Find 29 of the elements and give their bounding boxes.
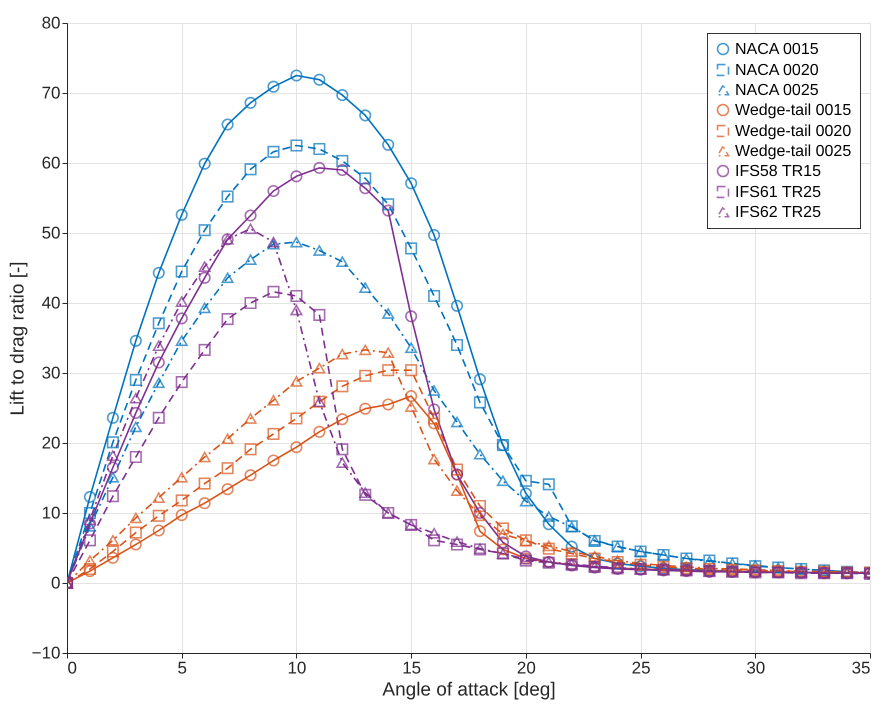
legend-label: IFS58 TR15 bbox=[735, 163, 822, 180]
legend-label: Wedge-tail 0015 bbox=[735, 102, 852, 119]
y-tick-label: 80 bbox=[42, 14, 60, 32]
x-tick-label: 20 bbox=[516, 658, 536, 678]
x-axis-title: Angle of attack [deg] bbox=[382, 680, 556, 700]
y-tick-label: −10 bbox=[32, 644, 60, 662]
x-tick-label: 35 bbox=[852, 658, 870, 678]
legend-label: IFS61 TR25 bbox=[735, 184, 822, 201]
x-tick-label: 0 bbox=[68, 658, 77, 678]
y-axis-title: Lift to drag ratio [-] bbox=[8, 261, 29, 416]
y-tick-label: 60 bbox=[42, 154, 60, 172]
legend-label: Wedge-tail 0020 bbox=[735, 123, 852, 140]
x-tick-label: 25 bbox=[632, 658, 651, 678]
y-tick-label: 50 bbox=[42, 224, 60, 242]
legend-label: NACA 0015 bbox=[735, 41, 819, 58]
y-tick-label: 10 bbox=[42, 504, 60, 522]
x-tick-label: 30 bbox=[746, 658, 766, 678]
legend-label: IFS62 TR25 bbox=[735, 204, 822, 221]
y-tick-label: 30 bbox=[42, 364, 60, 382]
legend-label: NACA 0020 bbox=[735, 62, 819, 79]
y-tick-label: 20 bbox=[42, 434, 60, 452]
x-tick-label: 5 bbox=[177, 658, 187, 678]
y-tick-label: 40 bbox=[42, 294, 60, 312]
legend-label: Wedge-tail 0025 bbox=[735, 143, 852, 160]
x-tick-label: 10 bbox=[287, 658, 306, 678]
y-tick-label: 0 bbox=[51, 574, 60, 592]
x-tick-label: 15 bbox=[402, 658, 422, 678]
legend-label: NACA 0025 bbox=[735, 82, 819, 99]
y-tick-label: 70 bbox=[42, 84, 60, 102]
